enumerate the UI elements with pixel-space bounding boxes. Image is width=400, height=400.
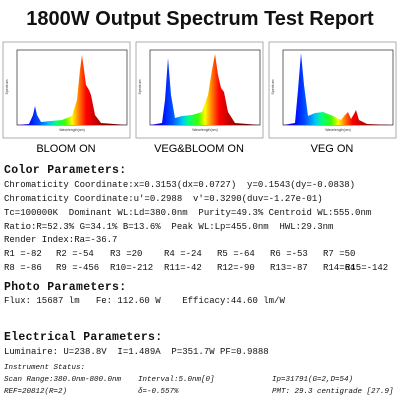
x-axis-label: Wavelength(nm) bbox=[325, 128, 351, 132]
param-line: Chromaticity Coordinate:u'=0.2988 v'=0.3… bbox=[4, 194, 323, 204]
instrument-field: Ip=31791(G=2,D=54) bbox=[272, 376, 354, 384]
render-index: R3 =20 bbox=[110, 249, 143, 259]
report-title: 1800W Output Spectrum Test Report bbox=[26, 8, 374, 30]
section-heading: Electrical Parameters: bbox=[4, 331, 163, 344]
spectrum-curve bbox=[150, 54, 260, 125]
render-index: R4 =-24 bbox=[164, 249, 202, 259]
panel-caption: VEG ON bbox=[311, 143, 354, 155]
render-index: R14=64 bbox=[323, 263, 356, 273]
spectrum-panel: Spectrum Wavelength(nm) bbox=[268, 41, 397, 139]
render-index: R12=-90 bbox=[217, 263, 255, 273]
y-axis-label: Spectrum bbox=[271, 79, 275, 94]
render-index: R5 =-64 bbox=[217, 249, 255, 259]
render-index: R11=-42 bbox=[164, 263, 202, 273]
section-heading: Color Parameters: bbox=[4, 164, 127, 177]
panel-caption: VEG&BLOOM ON bbox=[154, 143, 244, 155]
param-line: Render Index:Ra=-36.7 bbox=[4, 235, 118, 245]
instrument-field: PMT: 29.3 centigrade [27.9] bbox=[272, 388, 394, 396]
render-index: R13=-87 bbox=[270, 263, 308, 273]
render-index: R10=-212 bbox=[110, 263, 154, 273]
instrument-field: Interval:5.0nm[0] bbox=[138, 376, 215, 384]
spectrum-panel: Spectrum Wavelength(nm) bbox=[135, 41, 264, 139]
param-line: Tc=100000K Dominant WL:Ld=380.0nm Purity… bbox=[4, 208, 372, 218]
spectrum-panel: Spectrum Wavelength(nm) bbox=[2, 41, 131, 139]
param-line: Luminaire: U=238.8V I=1.489A P=351.7W PF… bbox=[4, 347, 269, 357]
render-index: R7 =50 bbox=[323, 249, 356, 259]
y-axis-label: Spectrum bbox=[138, 79, 142, 94]
param-line: Ratio:R=52.3% G=34.1% B=13.6% Peak WL:Lp… bbox=[4, 222, 334, 232]
render-index: R15=-142 bbox=[345, 263, 389, 273]
param-line: Flux: 15687 lm Fe: 112.60 W Efficacy:44.… bbox=[4, 296, 285, 306]
render-index: R1 =-82 bbox=[4, 249, 42, 259]
x-axis-label: Wavelength(nm) bbox=[192, 128, 218, 132]
instrument-field: Scan Range:380.0nm-800.0nm bbox=[4, 376, 122, 384]
render-index: R9 =-456 bbox=[56, 263, 100, 273]
section-heading: Photo Parameters: bbox=[4, 281, 127, 294]
x-axis-label: Wavelength(nm) bbox=[59, 128, 85, 132]
panel-caption: BLOOM ON bbox=[36, 143, 95, 155]
instrument-field: REF=20812(R=2) bbox=[4, 388, 68, 396]
instrument-field: δ=-0.557% bbox=[138, 388, 179, 396]
render-index: R6 =-53 bbox=[270, 249, 308, 259]
y-axis-label: Spectrum bbox=[5, 79, 9, 94]
render-index: R2 =-54 bbox=[56, 249, 94, 259]
param-line: Chromaticity Coordinate:x=0.3153(dx=0.07… bbox=[4, 180, 356, 190]
spectra: Spectrum Wavelength(nm) Spectrum Wavelen… bbox=[2, 41, 397, 155]
render-index: R8 =-86 bbox=[4, 263, 42, 273]
section-heading: Instrument Status: bbox=[4, 364, 86, 372]
